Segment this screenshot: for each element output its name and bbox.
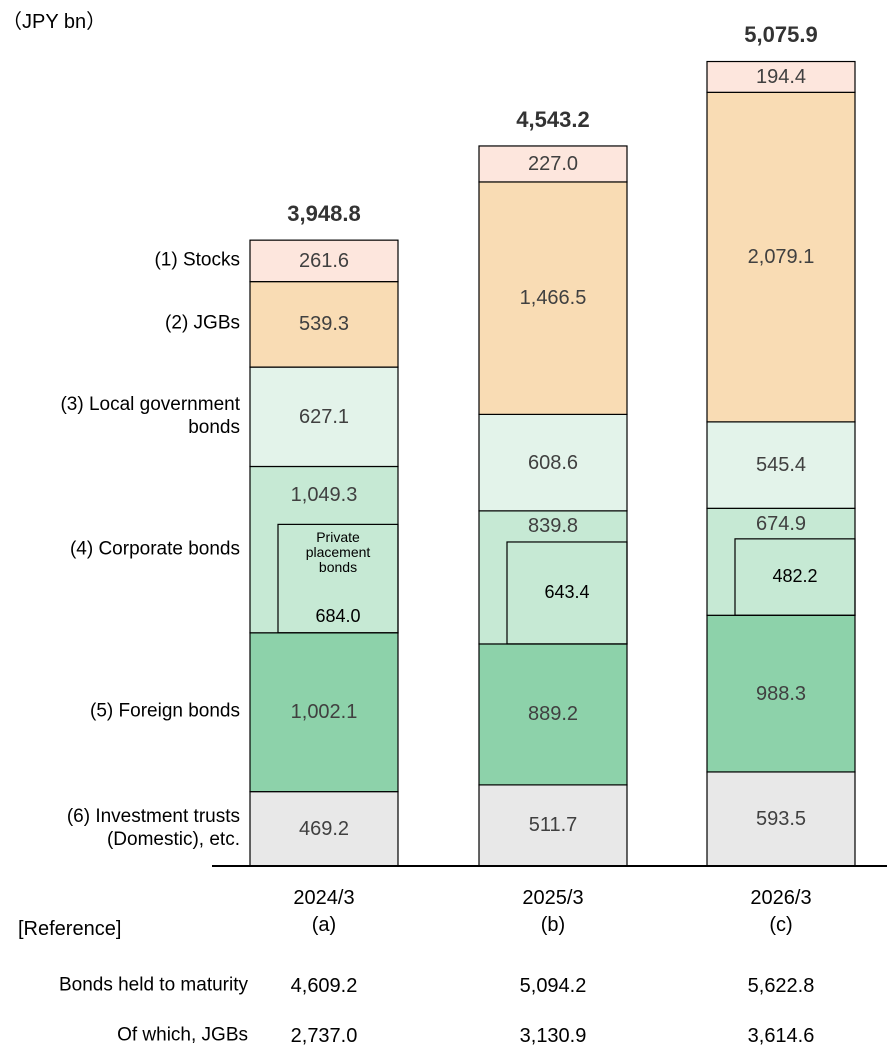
bar-segment (249, 791, 399, 867)
segment-value-label: 1,049.3 (290, 484, 358, 507)
bar-segment (478, 784, 628, 867)
legend-label: (1) Stocks (154, 249, 240, 271)
segment-value-label: 511.7 (528, 814, 578, 837)
segment-value-label: 545.4 (755, 454, 807, 477)
inset-value-label: 643.4 (544, 582, 590, 603)
legend-label: (6) Investment trusts (Domestic), etc. (66, 806, 240, 850)
segment-value-label: 889.2 (527, 703, 579, 726)
segment-value-label: 469.2 (298, 817, 350, 840)
inset-box (506, 541, 628, 645)
bar-segment (706, 421, 856, 509)
segment-value-label: 593.5 (755, 807, 807, 830)
bar-segment (706, 771, 856, 867)
x-tick-label: 2024/3 (293, 887, 355, 909)
segment-value-label: 988.3 (755, 682, 807, 705)
total-label: 5,075.9 (744, 22, 818, 48)
bar-segment (478, 181, 628, 415)
legend-label: (2) JGBs (165, 312, 240, 334)
reference-value: 3,130.9 (519, 1025, 587, 1047)
bar-segment (478, 413, 628, 512)
reference-row-label: Of which, JGBs (117, 1024, 248, 1046)
segment-value-label: 674.9 (755, 512, 807, 535)
bar-segment (478, 510, 628, 645)
x-tick-note: (b) (540, 914, 566, 936)
reference-value: 5,094.2 (519, 975, 587, 997)
bar-segment (478, 145, 628, 183)
x-tick-note: (a) (311, 914, 337, 936)
segment-value-label: 261.6 (298, 249, 350, 272)
legend-label: (4) Corporate bonds (69, 538, 240, 560)
legend-label: (5) Foreign bonds (90, 700, 240, 722)
segment-value-label: 839.8 (527, 515, 579, 538)
inset-box (734, 538, 856, 616)
inset-value-label: 684.0 (315, 606, 361, 626)
inset-box (277, 523, 399, 634)
inset-value-label: 482.2 (772, 566, 818, 587)
bar-segment (249, 632, 399, 793)
reference-row-label: Bonds held to maturity (58, 974, 248, 996)
reference-title: [Reference] (18, 918, 122, 940)
segment-value-label: 608.6 (527, 451, 579, 474)
bar-segment (706, 91, 856, 423)
total-label: 4,543.2 (516, 106, 590, 132)
bar-segment (249, 366, 399, 468)
x-tick-label: 2025/3 (522, 887, 584, 909)
reference-value: 4,609.2 (290, 975, 358, 997)
bar-segment (706, 60, 856, 93)
bar-segment (706, 614, 856, 773)
unit-label: （JPY bn） (2, 11, 107, 33)
total-label: 3,948.8 (287, 200, 361, 226)
segment-value-label: 194.4 (755, 65, 807, 88)
bar-segment (249, 281, 399, 368)
bar-segment (706, 507, 856, 616)
bar-segment (478, 643, 628, 786)
segment-value-label: 1,466.5 (519, 287, 587, 310)
segment-value-label: 1,002.1 (290, 701, 358, 724)
inset-name: Private placement bonds (305, 529, 371, 575)
reference-value: 5,622.8 (747, 975, 815, 997)
x-tick-label: 2026/3 (750, 887, 812, 909)
reference-value: 3,614.6 (747, 1025, 815, 1047)
segment-value-label: 2,079.1 (747, 246, 815, 269)
bar-segment (249, 239, 399, 283)
segment-value-label: 227.0 (527, 152, 579, 175)
legend-label: (3) Local government bonds (60, 393, 240, 438)
segment-value-label: 539.3 (298, 313, 350, 336)
reference-value: 2,737.0 (290, 1025, 358, 1047)
x-tick-note: (c) (769, 914, 793, 936)
segment-value-label: 627.1 (298, 405, 350, 428)
